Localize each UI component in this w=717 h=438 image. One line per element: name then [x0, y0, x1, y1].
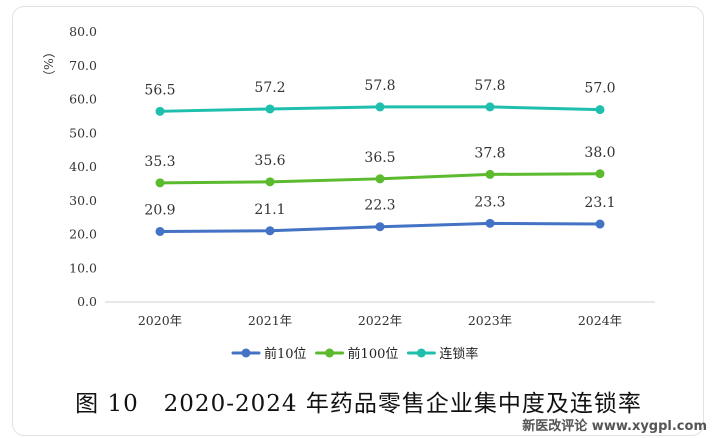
y-tick-label: 70.0	[69, 58, 97, 73]
y-tick-label: 40.0	[69, 159, 97, 174]
y-tick-label: 0.0	[77, 294, 97, 309]
data-label: 57.8	[364, 78, 395, 94]
y-tick-label: 50.0	[69, 125, 97, 140]
data-label: 22.3	[364, 198, 395, 214]
x-axis-ticks: 2020年 2021年 2022年 2023年 2024年	[138, 313, 622, 328]
x-tick-label: 2023年	[468, 313, 512, 328]
data-point	[485, 218, 495, 228]
series-group: 20.9 21.1 22.3 23.3 23.1 35.3 35.6 36.5 37.8 38.0…	[144, 78, 616, 236]
y-tick-label: 60.0	[69, 92, 97, 107]
data-point	[265, 226, 275, 236]
data-label: 23.3	[474, 194, 505, 210]
y-axis-ticks: 0.0 10.0 20.0 30.0 40.0 50.0 60.0 70.0 80.0	[69, 24, 97, 309]
legend-item: 前10位	[231, 346, 307, 362]
data-label: 35.3	[144, 154, 175, 170]
legend: 前10位 前100位 连锁率	[231, 346, 478, 362]
data-point	[595, 219, 605, 229]
data-point	[375, 222, 385, 232]
y-axis-label: （%）	[41, 46, 56, 83]
data-label: 57.2	[254, 80, 285, 96]
data-point	[485, 169, 495, 179]
data-label: 37.8	[474, 145, 505, 161]
legend-label: 前100位	[348, 346, 399, 362]
data-point	[265, 104, 275, 114]
legend-item: 连锁率	[406, 346, 478, 362]
series-3: 56.5 57.2 57.8 57.8 57.0	[144, 78, 616, 116]
figure-caption: 图 10 2020-2024 年药品零售企业集中度及连锁率	[75, 391, 642, 417]
data-point	[155, 106, 165, 116]
legend-swatch-marker	[325, 348, 335, 358]
legend-label: 连锁率	[439, 346, 478, 362]
data-point	[155, 226, 165, 236]
legend-swatch-marker	[416, 348, 426, 358]
data-point	[485, 102, 495, 112]
x-tick-label: 2020年	[138, 313, 182, 328]
legend-swatch-marker	[241, 348, 251, 358]
y-tick-label: 80.0	[69, 24, 97, 39]
data-label: 38.0	[584, 145, 615, 161]
watermark: 新医改评论 www.xygpl.com	[522, 419, 707, 434]
data-label: 21.1	[254, 202, 285, 218]
data-point	[595, 105, 605, 115]
legend-label: 前10位	[264, 346, 307, 362]
data-label: 20.9	[144, 202, 175, 218]
data-label: 36.5	[364, 150, 395, 166]
data-label: 23.1	[584, 195, 615, 211]
legend-item: 前100位	[315, 346, 399, 362]
data-point	[595, 169, 605, 179]
data-label: 57.0	[584, 81, 615, 97]
y-tick-label: 30.0	[69, 193, 97, 208]
series-2: 35.3 35.6 36.5 37.8 38.0	[144, 145, 616, 188]
data-point	[375, 102, 385, 112]
data-point	[155, 178, 165, 188]
data-point	[265, 177, 275, 187]
data-label: 35.6	[254, 153, 285, 169]
x-tick-label: 2021年	[248, 313, 292, 328]
chart-frame	[12, 6, 704, 436]
data-label: 57.8	[474, 78, 505, 94]
y-tick-label: 10.0	[69, 260, 97, 275]
x-tick-label: 2022年	[358, 313, 402, 328]
data-point	[375, 174, 385, 184]
x-tick-label: 2024年	[578, 313, 622, 328]
y-tick-label: 20.0	[69, 227, 97, 242]
data-label: 56.5	[144, 82, 175, 98]
series-1: 20.9 21.1 22.3 23.3 23.1	[144, 194, 616, 236]
